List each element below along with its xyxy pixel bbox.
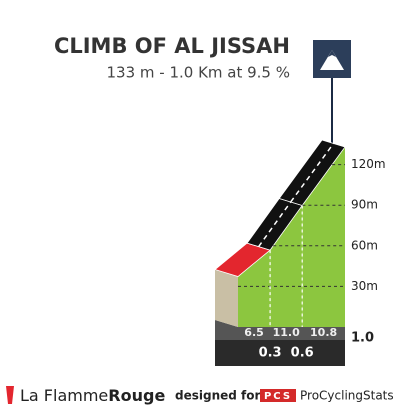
mountain-snow [328, 50, 336, 57]
gradient-label: 6.5 [244, 326, 264, 339]
y-tick-label: 90m [351, 198, 378, 212]
brand-bold: Rouge [108, 386, 165, 405]
plot: 6.5 11.0 10.8 30m 60m 90m 120m 0.3 0.6 1.0 [214, 139, 386, 366]
base-band [215, 320, 345, 340]
mountain-icon [320, 50, 344, 70]
flame-icon [6, 386, 14, 404]
chart-subtitle: 133 m - 1.0 Km at 9.5 % [106, 64, 290, 82]
designed-for: designed for [175, 389, 260, 403]
side-face [215, 269, 238, 327]
y-tick-label: 30m [351, 279, 378, 293]
brand: La FlammeRouge [20, 386, 165, 405]
y-tick-label: 60m [351, 238, 378, 252]
brand-text: La Flamme [20, 386, 108, 405]
gradient-label: 11.0 [273, 326, 300, 339]
chart-title: CLIMB OF AL JISSAH [54, 34, 290, 58]
segment-face [270, 205, 303, 327]
footer: La FlammeRouge designed for PCS ProCycli… [6, 386, 394, 405]
pcs-logo-box [260, 389, 296, 402]
x-tick-label: 1.0 [351, 331, 374, 346]
y-tick-label: 120m [351, 157, 386, 171]
segment-face [302, 147, 345, 327]
pcs-logo: PCS [264, 391, 292, 402]
distance-band [215, 340, 345, 366]
road-centerline [257, 201, 292, 248]
x-tick-label: 0.6 [291, 346, 314, 361]
x-tick-label: 0.3 [259, 346, 282, 361]
segment-face [238, 250, 271, 327]
road-centerline [290, 143, 335, 203]
site-name: ProCyclingStats [300, 389, 394, 403]
gradient-label: 10.8 [310, 326, 337, 339]
